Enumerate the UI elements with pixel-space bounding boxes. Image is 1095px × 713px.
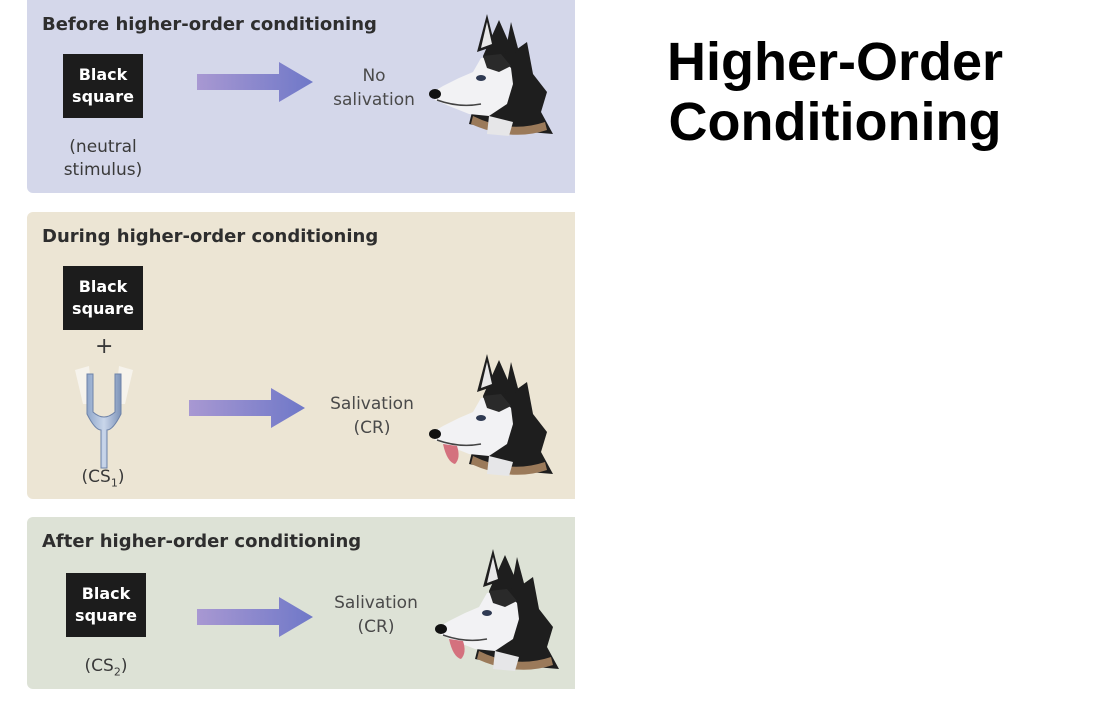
response-line1: Salivation [334,593,418,613]
plus-sign: + [95,334,114,359]
husky-dog-icon [429,13,554,137]
black-square-stimulus: Black square [63,54,143,118]
stimulus-label-line1: Black [78,277,128,296]
black-square-stimulus: Black square [66,573,146,637]
right-arrow-icon [197,597,313,637]
stimulus-caption: (CS2) [66,655,146,683]
response-text: No salivation [319,64,429,112]
stimulus-label-line2: square [75,606,137,625]
caption-subscript: 1 [110,476,118,490]
panel-heading: Before higher-order conditioning [42,14,377,35]
caption-prefix: (CS [84,656,114,676]
panel-before: Before higher-order conditioning Black s… [27,0,575,193]
slide-title: Higher-Order Conditioning [600,32,1070,152]
caption-line2: stimulus) [63,160,143,180]
slide-title-line2: Conditioning [668,92,1002,152]
panel-during: During higher-order conditioning Black s… [27,212,575,499]
caption-subscript: 2 [113,665,121,679]
response-line2: salivation [333,90,415,110]
response-line2: (CR) [353,418,391,438]
husky-dog-icon [429,353,554,477]
stimulus-label-line1: Black [78,65,128,84]
husky-dog-icon [435,548,560,672]
caption-line1: (neutral [69,137,137,157]
right-arrow-icon [197,62,313,102]
tuning-fork-icon [75,366,133,469]
panel-heading: During higher-order conditioning [42,226,379,247]
panel-after: After higher-order conditioning Black sq… [27,517,575,689]
response-text: Salivation (CR) [321,591,431,639]
stimulus-caption: (CS1) [63,466,143,494]
caption-suffix: ) [117,467,125,487]
stimulus-label-line1: Black [81,584,131,603]
right-arrow-icon [189,388,305,428]
caption-suffix: ) [120,656,128,676]
caption-prefix: (CS [81,467,111,487]
slide-title-line1: Higher-Order [666,32,1004,92]
stimulus-label-line2: square [72,87,134,106]
response-line2: (CR) [357,617,395,637]
response-line1: No [362,66,386,86]
response-line1: Salivation [330,394,414,414]
stimulus-label-line2: square [72,299,134,318]
black-square-stimulus: Black square [63,266,143,330]
panel-heading: After higher-order conditioning [42,531,362,552]
response-text: Salivation (CR) [317,392,427,440]
stimulus-caption: (neutral stimulus) [63,136,143,182]
